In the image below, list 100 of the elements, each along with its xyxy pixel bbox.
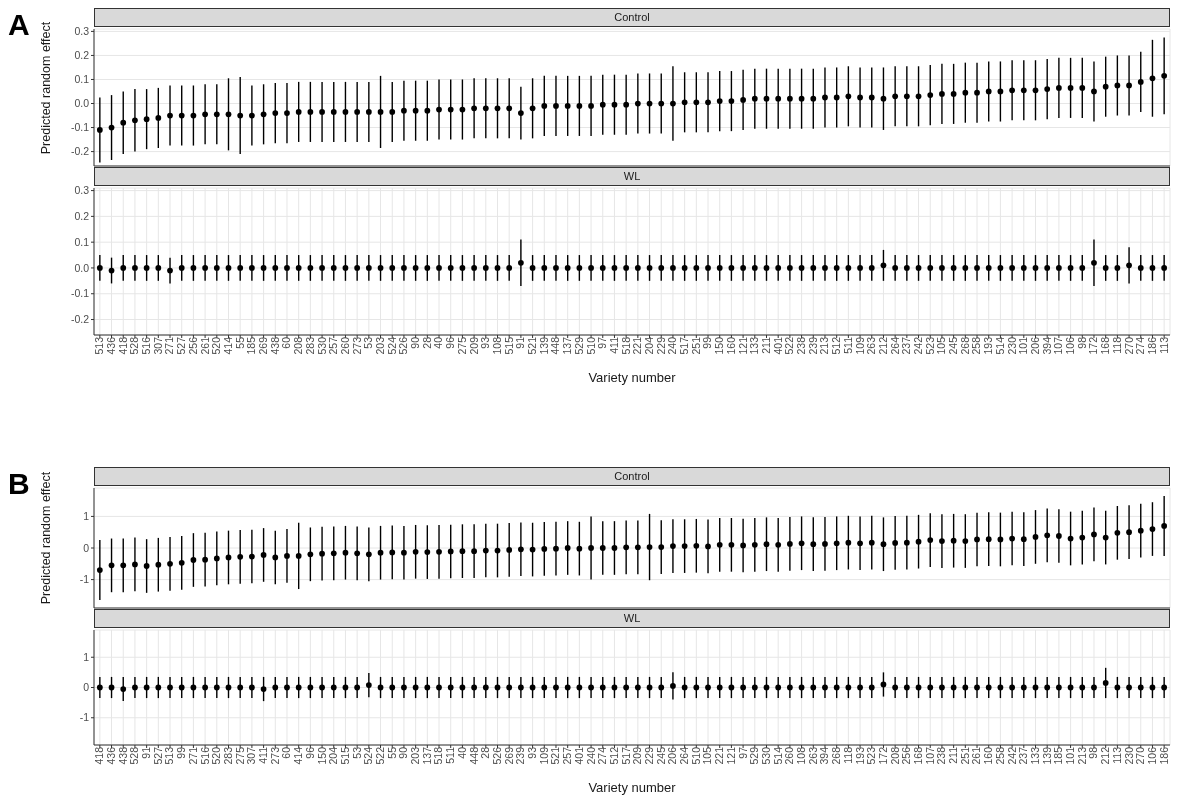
chart-title: WL (94, 167, 1170, 186)
x-tick-label: 212 (1099, 746, 1112, 765)
x-tick-label: 113 (1157, 336, 1170, 354)
x-tick-label: 150 (315, 746, 328, 765)
x-tick-label: 239 (806, 336, 819, 355)
x-tick-label: 204 (643, 336, 655, 355)
y-tick-label: 0.0 (74, 97, 90, 110)
x-tick-label: 307 (151, 336, 164, 355)
x-tick-label: 528 (128, 746, 141, 765)
x-tick-label: 230 (1122, 746, 1135, 765)
x-tick-label: 193 (982, 336, 995, 355)
x-tick-label: 510 (689, 746, 702, 765)
x-tick-label: 55 (385, 746, 398, 759)
x-tick-label: 96 (444, 336, 457, 349)
x-tick-label: 60 (280, 746, 293, 759)
x-tick-label: 221 (631, 336, 644, 355)
x-tick-label: 101 (1017, 336, 1030, 355)
y-axis-title: Predicted random effect (39, 21, 53, 154)
x-tick-label: 186 (1145, 336, 1158, 355)
x-tick-label: 514 (771, 746, 784, 765)
x-tick-label: 105 (701, 746, 714, 765)
x-axis-title: Variety number (587, 779, 677, 797)
x-tick-label: 261 (970, 746, 983, 765)
x-tick-label: 520 (210, 336, 223, 355)
x-tick-label: 107 (1052, 336, 1065, 355)
x-tick-label: 186 (1157, 746, 1170, 765)
x-tick-label: 53 (362, 336, 375, 349)
x-tick-label: 283 (303, 336, 316, 355)
x-tick-label: 515 (338, 746, 351, 765)
x-tick-label: 101 (1064, 746, 1077, 765)
x-tick-label: 524 (385, 336, 398, 355)
x-tick-label: 90 (397, 746, 410, 759)
x-tick-label: 106 (1064, 336, 1077, 355)
x-tick-label: 113 (1110, 746, 1123, 764)
text: A (8, 8, 30, 42)
x-tick-label: 436 (105, 746, 117, 765)
x-tick-label: 269 (502, 746, 515, 765)
x-tick-label: 526 (490, 746, 503, 765)
x-tick-label: 99 (701, 336, 714, 349)
x-tick-label: 108 (795, 746, 808, 765)
x-tick-label: 270 (1134, 746, 1147, 765)
x-tick-label: 530 (315, 336, 328, 355)
x-tick-label: 160 (982, 746, 995, 765)
x-tick-label: 530 (759, 746, 772, 765)
x-tick-label: 273 (350, 336, 363, 355)
x-tick-label: 99 (175, 746, 188, 759)
x-tick-label: 516 (140, 336, 153, 355)
x-tick-label: 517 (678, 336, 691, 355)
x-tick-label: 208 (888, 746, 901, 765)
x-tick-label: 528 (128, 336, 141, 355)
y-tick-label: 0.1 (74, 73, 90, 86)
x-tick-label: 257 (561, 746, 574, 765)
x-tick-label: 271 (163, 336, 176, 355)
y-tick-label: -0.1 (70, 121, 90, 134)
x-tick-label: 512 (830, 336, 843, 355)
x-tick-label: 185 (1052, 746, 1065, 765)
x-tick-label: 256 (900, 746, 913, 765)
x-tick-label: 206 (666, 746, 679, 765)
x-tick-label: 211 (947, 746, 960, 764)
x-tick-label: 261 (198, 336, 211, 355)
x-tick-label: 172 (876, 746, 889, 765)
x-tick-label: 418 (93, 746, 106, 765)
x-tick-label: 204 (327, 746, 340, 765)
y-tick-label: 1 (83, 510, 90, 523)
x-tick-label: 40 (455, 746, 468, 759)
x-tick-label: 237 (1017, 746, 1030, 765)
x-tick-label: 258 (970, 336, 983, 355)
x-tick-label: 118 (841, 746, 854, 764)
x-tick-label: 206 (1028, 336, 1041, 355)
x-tick-label: 96 (303, 746, 316, 759)
x-tick-label: 245 (654, 746, 667, 765)
y-tick-label: -0.2 (70, 313, 90, 326)
x-tick-label: 193 (853, 746, 866, 765)
x-tick-label: 55 (233, 336, 246, 349)
x-tick-label: 118 (1110, 336, 1123, 354)
x-tick-label: 160 (724, 336, 737, 355)
x-tick-label: 513 (93, 336, 106, 355)
x-tick-label: 93 (526, 746, 539, 759)
x-tick-label: 438 (116, 746, 129, 765)
x-tick-label: 240 (666, 336, 679, 355)
x-tick-label: 529 (572, 336, 585, 355)
x-tick-label: 511 (841, 336, 854, 354)
x-tick-label: 230 (1005, 336, 1018, 355)
x-tick-label: 438 (268, 336, 281, 355)
y-tick-label: 0.3 (74, 184, 90, 197)
x-tick-label: 283 (221, 746, 234, 765)
x-tick-label: 137 (420, 746, 433, 765)
y-tick-label: 1 (83, 650, 90, 663)
x-tick-label: 221 (713, 746, 726, 765)
x-tick-label: 107 (923, 746, 936, 765)
x-tick-label: 264 (678, 746, 691, 765)
x-tick-label: 172 (1087, 336, 1100, 355)
y-tick-label: 0 (83, 681, 90, 694)
x-tick-label: 213 (1075, 746, 1088, 765)
x-tick-label: 105 (935, 336, 948, 355)
x-tick-label: 106 (1145, 746, 1158, 765)
x-tick-label: 251 (958, 746, 971, 765)
x-tick-label: 139 (537, 336, 550, 355)
x-tick-label: 263 (865, 336, 878, 355)
x-tick-label: 522 (783, 336, 796, 355)
